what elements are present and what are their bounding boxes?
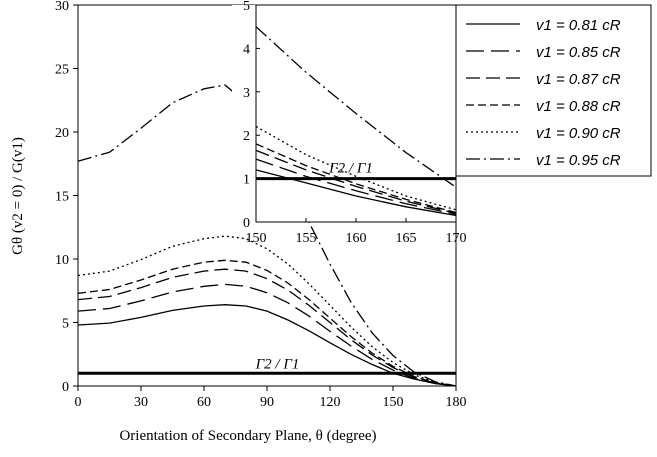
inset-axis-ticks: 150 155 160 165 170 0 1 2 3 4 5	[243, 0, 467, 246]
legend-label-v1-0-90-cr: v1 = 0.90 cR	[536, 125, 621, 142]
legend-box	[455, 4, 652, 177]
inset-y-tick-label: 5	[243, 0, 250, 14]
inset-x-tick-label: 165	[396, 231, 417, 246]
inset-y-tick-label: 3	[243, 86, 250, 101]
legend-label-v1-0-88-cr: v1 = 0.88 cR	[536, 98, 621, 115]
inset-plot-background	[232, 5, 456, 222]
main-y-tick-label: 15	[55, 190, 69, 205]
main-x-tick-label: 120	[320, 395, 341, 410]
inset-x-tick-label: 160	[346, 231, 367, 246]
legend-label-v1-0-85-cr: v1 = 0.85 cR	[536, 44, 621, 61]
y-axis-label: Gθ (v2 = 0) / G(v1)	[10, 137, 26, 255]
main-y-tick-label: 10	[55, 253, 69, 268]
main-series-v1-0-90-cr	[77, 235, 457, 387]
inset-x-tick-label: 170	[446, 231, 467, 246]
x-axis-label: Orientation of Secondary Plane, θ (degre…	[119, 428, 376, 444]
inset-ratio-label: Γ2 / Γ1	[328, 161, 373, 177]
legend-label-v1-0-81-cr: v1 = 0.81 cR	[536, 17, 621, 34]
main-x-tick-label: 60	[197, 395, 211, 410]
main-series-v1-0-85-cr	[77, 283, 457, 387]
main-x-tick-label: 150	[383, 395, 404, 410]
main-x-tick-label: 0	[75, 395, 82, 410]
inset-x-tick-label: 155	[296, 231, 317, 246]
inset-series-v1-0-85-cr	[255, 158, 457, 215]
main-series-v1-0-88-cr	[77, 259, 457, 387]
legend: v1 = 0.81 cR v1 = 0.85 cR v1 = 0.87 cR v1 =…	[466, 17, 621, 169]
legend-label-v1-0-87-cr: v1 = 0.87 cR	[536, 71, 621, 88]
inset-y-tick-label: 2	[243, 129, 250, 144]
main-y-tick-label: 30	[55, 0, 69, 14]
inset-series-v1-0-87-cr	[255, 149, 457, 214]
main-y-tick-label: 0	[62, 380, 69, 395]
inset-y-tick-label: 0	[243, 216, 250, 231]
inset-y-tick-label: 4	[243, 42, 250, 57]
main-x-tick-label: 30	[134, 395, 148, 410]
inset-series-v1-0-88-cr	[255, 143, 457, 214]
main-y-tick-label: 5	[62, 317, 69, 332]
main-y-tick-label: 20	[55, 126, 69, 141]
main-series-v1-0-87-cr	[77, 268, 457, 387]
main-series-v1-0-81-cr	[77, 304, 457, 387]
main-x-tick-label: 90	[260, 395, 274, 410]
main-y-tick-label: 25	[55, 63, 69, 78]
main-x-tick-label: 180	[446, 395, 467, 410]
inset-series-v1-0-90-cr	[255, 125, 457, 211]
inset-series-v1-0-95-cr	[255, 26, 457, 188]
inset-x-tick-label: 150	[246, 231, 267, 246]
main-ratio-label: Γ2 / Γ1	[255, 356, 300, 372]
inset-y-tick-label: 1	[243, 173, 250, 188]
legend-label-v1-0-95-cr: v1 = 0.95 cR	[536, 152, 621, 169]
